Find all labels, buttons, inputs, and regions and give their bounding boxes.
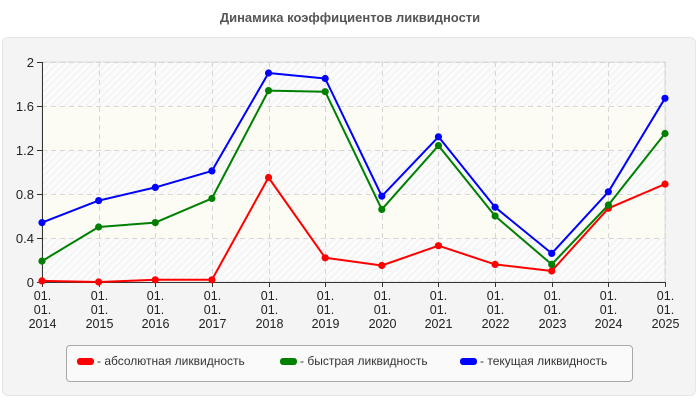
data-point [151,183,159,191]
x-tick-label: 01. [544,303,561,317]
x-tick-label: 01. [430,303,447,317]
x-tick-label: 2018 [256,317,284,331]
data-point [604,188,612,196]
data-point [264,87,273,95]
data-point [548,260,556,268]
x-tick-label: 01. [34,303,51,317]
x-tick-label: 01. [34,289,51,303]
y-tick-label: 0.8 [16,187,34,202]
x-tick-label: 01. [317,303,334,317]
x-tick-label: 01. [600,289,617,303]
data-point [38,257,46,265]
x-tick-label: 2025 [652,317,680,331]
data-point [95,278,103,286]
data-point [264,173,273,182]
legend-item-current: - текущая ликвидность [460,354,607,368]
x-tick-label: 2017 [199,317,227,331]
x-tick-label: 2015 [86,317,114,331]
data-point [661,180,669,188]
data-point [378,192,386,200]
x-tick-label: 01. [487,289,504,303]
x-tick-label: 01. [91,289,108,303]
data-point [208,194,216,202]
data-point [491,212,499,220]
y-tick-label: 1.2 [16,143,34,158]
legend-swatch-green-icon [280,357,297,365]
data-point [491,203,499,211]
data-point [151,276,159,284]
x-tick-label: 01. [204,303,221,317]
data-point [321,254,329,262]
legend: - абсолютная ликвидность - быстрая ликви… [66,345,633,382]
x-tick-label: 01. [261,289,278,303]
x-tick-label: 01. [544,289,561,303]
x-tick-label: 01. [374,303,391,317]
data-point [208,276,216,284]
y-tick-label: 0.4 [16,231,34,246]
data-point [95,223,103,231]
data-point [661,129,669,138]
data-point [548,267,556,275]
data-point [38,219,46,227]
data-point [378,261,386,270]
axes: 00.40.81.21.6201.01.201401.01.201501.01.… [16,55,680,331]
x-tick-label: 2023 [539,317,567,331]
data-point [378,205,386,213]
data-point [661,94,669,102]
x-tick-label: 2020 [369,317,397,331]
data-point [321,88,329,96]
data-point [38,277,46,285]
data-point [95,197,103,205]
y-tick-label: 2 [27,55,34,70]
x-tick-label: 2024 [595,317,623,331]
x-tick-label: 01. [487,303,504,317]
data-point [604,201,612,209]
series-008000 [38,87,669,268]
data-series [38,69,669,286]
x-tick-label: 01. [374,289,391,303]
legend-swatch-red-icon [77,357,94,365]
data-point [208,167,216,175]
legend-label: - абсолютная ликвидность [97,354,245,368]
data-point [151,219,159,227]
series-0000ff [38,69,669,257]
data-point [548,249,556,257]
x-tick-label: 01. [600,303,617,317]
data-point [434,242,443,250]
legend-item-absolute: - абсолютная ликвидность [77,354,245,368]
legend-label: - быстрая ликвидность [300,354,428,368]
x-tick-label: 01. [317,289,334,303]
legend-item-quick: - быстрая ликвидность [280,354,428,368]
x-tick-label: 2019 [312,317,340,331]
x-tick-label: 01. [147,289,164,303]
chart-title: Динамика коэффициентов ликвидности [219,10,481,25]
x-tick-label: 01. [91,303,108,317]
x-tick-label: 01. [657,303,674,317]
x-tick-label: 01. [430,289,447,303]
data-point [264,69,273,77]
data-point [434,133,443,141]
plot-background [41,61,666,283]
y-tick-label: 0 [27,275,34,290]
x-tick-label: 01. [261,303,278,317]
y-tick-label: 1.6 [16,99,34,114]
x-tick-label: 2021 [425,317,453,331]
data-point [321,74,329,83]
x-tick-label: 2022 [482,317,510,331]
x-tick-label: 2016 [142,317,170,331]
grid-lines [42,62,666,282]
x-tick-label: 01. [204,289,221,303]
x-tick-label: 01. [657,289,674,303]
legend-swatch-blue-icon [460,357,477,365]
data-point [491,260,499,268]
x-tick-label: 2014 [29,317,57,331]
legend-label: - текущая ликвидность [480,354,608,368]
data-point [434,142,443,150]
x-tick-label: 01. [147,303,164,317]
